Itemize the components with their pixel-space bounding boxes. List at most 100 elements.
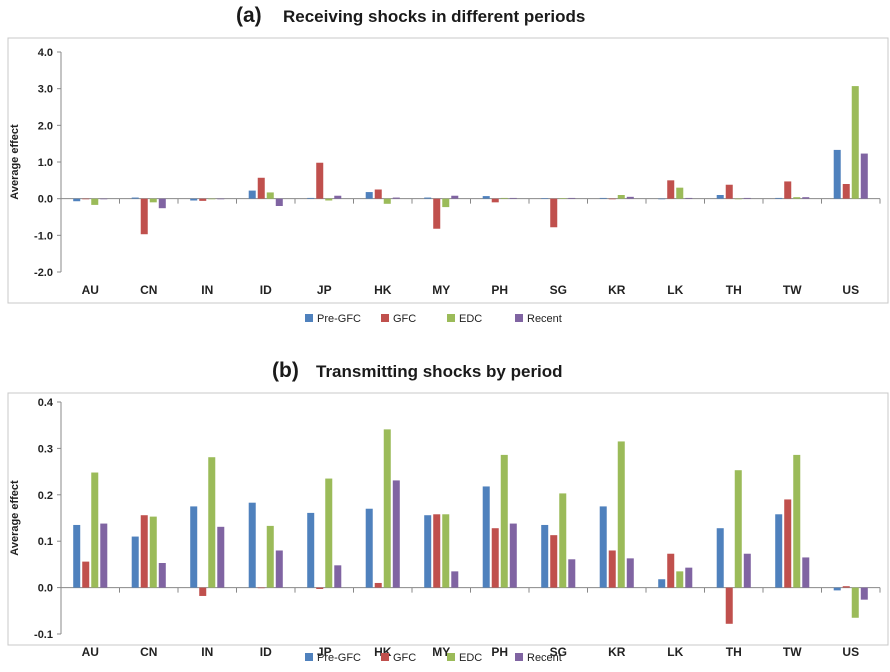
bar-recent-lk: [685, 197, 693, 199]
legend-swatch: [515, 314, 523, 322]
y-tick-label: -1.0: [34, 230, 53, 242]
bar-edc-id: [266, 525, 274, 588]
bar-recent-my: [451, 195, 459, 199]
bar-gfc-th: [725, 184, 733, 199]
bar-gfc-lk: [667, 553, 675, 588]
bar-recent-hk: [392, 480, 400, 588]
x-tick-label: TH: [726, 283, 742, 297]
x-tick-label: SG: [550, 645, 567, 659]
y-tick-label: 0.1: [38, 536, 53, 548]
bar-pre-gfc-sg: [541, 198, 549, 199]
bar-gfc-in: [199, 198, 207, 201]
chart-frame: [7, 37, 889, 304]
y-tick-label: -0.1: [34, 629, 53, 641]
y-axis-label: Average effect: [9, 124, 21, 200]
bar-edc-hk: [383, 198, 391, 204]
bar-gfc-au: [82, 561, 90, 588]
bar-recent-au: [100, 523, 108, 588]
bar-gfc-lk: [667, 180, 675, 199]
bar-pre-gfc-in: [190, 506, 198, 588]
bar-edc-cn: [149, 516, 157, 588]
bar-edc-cn: [149, 198, 157, 203]
y-tick-label: 0.0: [38, 583, 53, 595]
panel-label: (b): [272, 359, 299, 382]
y-tick-label: 0.4: [38, 397, 54, 409]
bar-edc-kr: [617, 195, 625, 199]
chart-title: Receiving shocks in different periods: [283, 7, 585, 26]
bar-pre-gfc-th: [716, 528, 724, 588]
bar-pre-gfc-my: [424, 515, 432, 588]
x-tick-label: PH: [491, 283, 508, 297]
legend: Pre-GFC GFC EDC Recent: [305, 652, 562, 664]
legend: Pre-GFC GFC EDC Recent: [305, 313, 562, 325]
legend-label: EDC: [459, 652, 482, 664]
bar-recent-ph: [509, 197, 517, 199]
x-tick-label: ID: [260, 283, 272, 297]
bar-gfc-tw: [784, 181, 792, 199]
x-tick-label: PH: [491, 645, 508, 659]
x-tick-label: HK: [374, 283, 392, 297]
bar-edc-ph: [500, 454, 508, 588]
bar-pre-gfc-us: [833, 149, 841, 199]
bar-edc-us: [851, 587, 859, 618]
bar-recent-cn: [158, 198, 166, 209]
y-tick-label: 1.0: [38, 157, 53, 169]
bar-gfc-sg: [550, 198, 558, 228]
x-tick-label: MY: [432, 645, 450, 659]
y-tick-label: 2.0: [38, 120, 53, 132]
bar-pre-gfc-cn: [131, 536, 139, 588]
legend-label: Recent: [527, 652, 562, 664]
bar-gfc-jp: [316, 587, 324, 589]
legend-label: GFC: [393, 313, 416, 325]
x-tick-label: TW: [783, 645, 802, 659]
legend-swatch: [305, 314, 313, 322]
bar-edc-th: [734, 198, 742, 200]
bar-edc-in: [208, 198, 216, 200]
bar-recent-th: [743, 553, 751, 588]
legend-swatch: [305, 653, 313, 661]
bar-edc-kr: [617, 441, 625, 588]
y-tick-label: -2.0: [34, 267, 53, 279]
bar-pre-gfc-ph: [482, 486, 490, 588]
bar-recent-tw: [802, 557, 810, 588]
bar-pre-gfc-au: [73, 524, 81, 588]
legend-label: Pre-GFC: [317, 313, 361, 325]
bar-recent-lk: [685, 567, 693, 588]
bar-edc-tw: [793, 454, 801, 588]
bar-pre-gfc-us: [833, 587, 841, 591]
bar-recent-in: [217, 526, 225, 588]
chart-title: Transmitting shocks by period: [316, 362, 563, 381]
bar-recent-sg: [568, 197, 576, 199]
y-tick-label: 0.0: [38, 194, 53, 206]
bar-gfc-kr: [608, 198, 616, 200]
x-tick-label: AU: [82, 283, 99, 297]
bar-edc-jp: [325, 478, 333, 588]
bar-pre-gfc-ph: [482, 196, 490, 199]
x-tick-label: JP: [317, 283, 332, 297]
bar-edc-th: [734, 470, 742, 588]
x-tick-label: ID: [260, 645, 272, 659]
bar-recent-us: [860, 153, 868, 199]
panel-label: (a): [236, 4, 262, 27]
bar-recent-my: [451, 571, 459, 588]
bar-pre-gfc-my: [424, 197, 432, 199]
bar-gfc-hk: [374, 582, 382, 588]
bar-gfc-my: [433, 514, 441, 588]
bar-pre-gfc-lk: [658, 579, 666, 588]
bar-gfc-cn: [140, 515, 148, 588]
x-tick-label: AU: [82, 645, 99, 659]
y-tick-label: 3.0: [38, 84, 53, 96]
bar-edc-lk: [676, 187, 684, 199]
bar-pre-gfc-lk: [658, 198, 666, 200]
bar-recent-ph: [509, 523, 517, 588]
bar-pre-gfc-jp: [307, 197, 315, 199]
bar-recent-th: [743, 197, 751, 199]
bar-recent-hk: [392, 197, 400, 199]
legend-swatch: [515, 653, 523, 661]
bar-pre-gfc-sg: [541, 524, 549, 588]
x-tick-label: IN: [201, 645, 213, 659]
bar-gfc-id: [257, 177, 265, 199]
bar-edc-jp: [325, 198, 333, 201]
bar-pre-gfc-tw: [775, 514, 783, 588]
legend-swatch: [447, 314, 455, 322]
